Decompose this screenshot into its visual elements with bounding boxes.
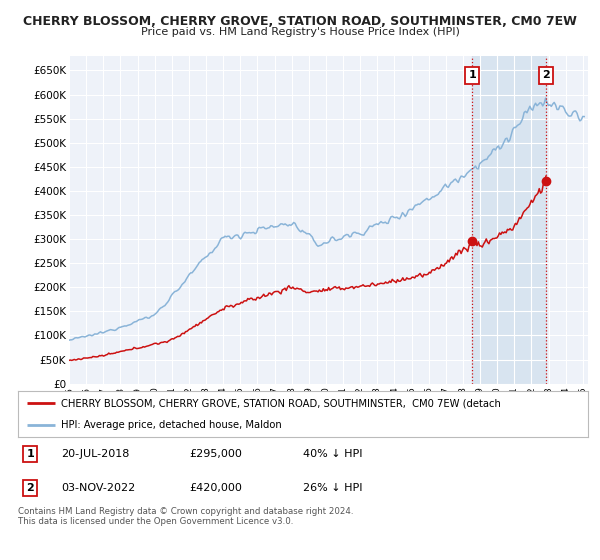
Text: Price paid vs. HM Land Registry's House Price Index (HPI): Price paid vs. HM Land Registry's House …	[140, 27, 460, 37]
Text: 2: 2	[542, 71, 550, 81]
Text: CHERRY BLOSSOM, CHERRY GROVE, STATION ROAD, SOUTHMINSTER, CM0 7EW: CHERRY BLOSSOM, CHERRY GROVE, STATION RO…	[23, 15, 577, 27]
Text: 2: 2	[26, 483, 34, 493]
Text: Contains HM Land Registry data © Crown copyright and database right 2024.
This d: Contains HM Land Registry data © Crown c…	[18, 507, 353, 526]
Text: £420,000: £420,000	[189, 483, 242, 493]
Text: 1: 1	[26, 449, 34, 459]
Bar	[472, 56, 546, 384]
Text: 03-NOV-2022: 03-NOV-2022	[61, 483, 135, 493]
Text: 20-JUL-2018: 20-JUL-2018	[61, 449, 129, 459]
Text: 26% ↓ HPI: 26% ↓ HPI	[303, 483, 362, 493]
Text: 40% ↓ HPI: 40% ↓ HPI	[303, 449, 362, 459]
Text: HPI: Average price, detached house, Maldon: HPI: Average price, detached house, Mald…	[61, 421, 281, 430]
Text: 1: 1	[469, 71, 476, 81]
Text: CHERRY BLOSSOM, CHERRY GROVE, STATION ROAD, SOUTHMINSTER,  CM0 7EW (detach: CHERRY BLOSSOM, CHERRY GROVE, STATION RO…	[61, 398, 500, 408]
Text: £295,000: £295,000	[189, 449, 242, 459]
